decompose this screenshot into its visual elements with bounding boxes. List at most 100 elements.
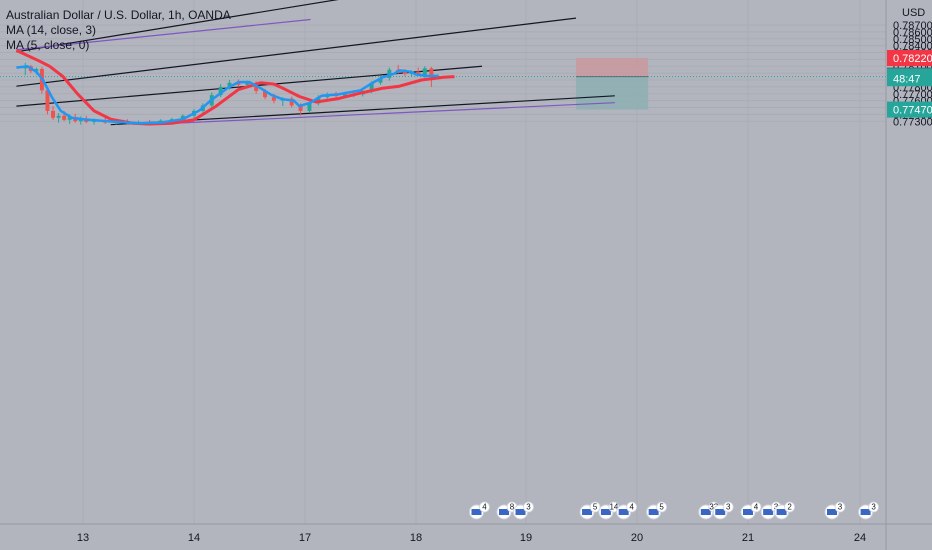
candle-body: [62, 115, 67, 120]
x-tick-label: 17: [299, 532, 311, 544]
flag-icon-field: [827, 509, 837, 515]
candle-body: [402, 71, 407, 74]
candle-body: [289, 98, 294, 106]
trend-line: [144, 102, 615, 126]
position-zones[interactable]: [0, 58, 886, 110]
event-count-badge: [589, 501, 601, 513]
candle-body: [245, 82, 250, 85]
event-count: 3: [871, 503, 876, 512]
candle-body: [45, 90, 50, 111]
price-tags: 0.782200.779640.7795048:470.77470: [887, 50, 932, 118]
price-tag: 48:47: [887, 70, 932, 87]
candle-body: [387, 69, 392, 78]
event-marker: 4: [616, 501, 638, 520]
event-count-badge: [479, 501, 490, 513]
candle: [45, 86, 50, 115]
event-count: 5: [659, 503, 664, 512]
stop-loss-zone: [575, 58, 649, 77]
trend-line: [16, 0, 339, 53]
ma-14-line: [15, 49, 455, 126]
event-count-badge: [750, 501, 762, 513]
symbol-title[interactable]: Australian Dollar / U.S. Dollar, 1h, OAN…: [6, 8, 231, 22]
event-count-badge: [834, 501, 846, 513]
price-tag: 0.78220: [887, 50, 932, 66]
indicator-ma-14[interactable]: MA (14, close, 3): [6, 23, 97, 37]
flag-icon-field: [763, 509, 774, 515]
candle-body: [307, 103, 312, 111]
x-tick-label: 21: [742, 532, 754, 544]
candle-body: [67, 117, 72, 120]
y-tick-label: 0.78600: [893, 27, 932, 39]
price-tag-box: [887, 101, 932, 118]
event-marker: 2: [774, 501, 795, 520]
event-count-badge: [868, 501, 879, 513]
flag-icon-field: [860, 509, 871, 515]
x-tick-label: 24: [854, 532, 866, 544]
x-tick-label: 14: [188, 532, 200, 544]
time-axis[interactable]: 13 14 17 18 19 20 21 24: [0, 523, 932, 544]
candle-body: [34, 69, 39, 72]
event-marker: 4: [740, 501, 762, 520]
chart-legend: Australian Dollar / U.S. Dollar, 1h, OAN…: [6, 8, 231, 53]
candle: [56, 113, 61, 123]
price-tag-label: 48:47: [893, 73, 921, 85]
event-count: 33: [709, 503, 718, 512]
event-count: 3: [526, 503, 531, 512]
event-count-badge: [656, 501, 668, 513]
flag-icon-field: [648, 509, 659, 515]
candle-body: [236, 82, 241, 85]
candle-body: [263, 91, 268, 98]
y-tick-label: 0.78700: [893, 20, 932, 32]
candle-body: [227, 82, 232, 87]
candle-body: [298, 105, 303, 111]
flag-icon-field: [743, 509, 753, 515]
flag-icon-field: [600, 509, 611, 515]
event-count: 4: [482, 503, 487, 512]
event-count-badge: [523, 501, 534, 513]
candle: [218, 84, 223, 98]
event-marker: 3: [858, 501, 879, 520]
candle-body: [422, 68, 427, 75]
event-count-badge: [784, 501, 795, 513]
flag-icon-field: [715, 509, 726, 515]
y-tick-label: 0.78500: [893, 34, 932, 46]
event-count: 4: [629, 503, 634, 512]
x-tick-label: 18: [410, 532, 422, 544]
event-count: 8: [510, 503, 515, 512]
flag-icon-field: [776, 509, 787, 515]
candle-body: [51, 110, 56, 118]
y-tick-label: 0.78400: [893, 41, 932, 53]
event-marker: 4: [469, 501, 490, 520]
flag-icon-field: [582, 509, 593, 515]
indicator-ma-5[interactable]: MA (5, close, 0): [6, 38, 90, 52]
flag-icon-field: [471, 509, 482, 515]
candle-body: [429, 68, 434, 77]
candle-body: [56, 115, 61, 118]
grid: [0, 0, 886, 524]
event-marker: 3: [712, 501, 734, 520]
price-tag-box: [887, 70, 932, 87]
candle: [416, 67, 421, 75]
trend-line: [16, 18, 311, 51]
event-count: 4: [754, 503, 759, 512]
event-count: 2: [787, 503, 792, 512]
event-count: 14: [609, 503, 618, 512]
event-markers: 4835144533343233: [469, 501, 879, 520]
event-marker: 5: [646, 501, 668, 520]
flag-icon-field: [700, 509, 711, 515]
candle: [289, 96, 294, 108]
x-tick-label: 13: [77, 532, 89, 544]
candle-body: [378, 77, 383, 83]
flag-icon-field: [618, 509, 629, 515]
y-tick-label: 0.77700: [893, 89, 932, 101]
price-tag-label: 0.77470: [893, 105, 932, 117]
price-tag-box: [887, 50, 932, 66]
flag-icon-field: [499, 509, 509, 515]
y-axis-unit: USD: [902, 7, 925, 19]
trend-line: [16, 17, 577, 87]
candle-body: [271, 97, 276, 101]
y-tick-label: 0.77300: [893, 116, 932, 128]
candle-body: [416, 71, 421, 75]
